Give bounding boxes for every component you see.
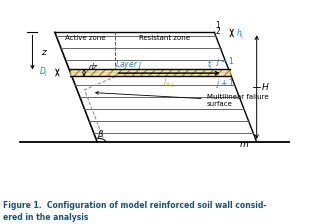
Text: $h_j$: $h_j$ [236, 28, 244, 41]
Text: H: H [262, 83, 268, 92]
Text: Figure 1.  Configuration of model reinforced soil wall consid-
ered in the analy: Figure 1. Configuration of model reinfor… [3, 201, 267, 222]
Text: $j-1$: $j-1$ [215, 55, 234, 68]
Text: $\beta$: $\beta$ [97, 128, 104, 141]
Text: m: m [239, 140, 248, 149]
Polygon shape [70, 69, 230, 76]
Text: Resistant zone: Resistant zone [139, 35, 190, 41]
Text: $j+1$: $j+1$ [215, 77, 234, 90]
Text: dz: dz [89, 63, 98, 72]
Text: 2: 2 [215, 27, 220, 36]
Text: Layer $j$: Layer $j$ [115, 58, 143, 71]
Text: Multilinear failure
surface: Multilinear failure surface [96, 91, 268, 107]
Text: 1: 1 [215, 21, 220, 30]
Text: Active zone: Active zone [65, 35, 105, 41]
Text: $l_{a,j}$: $l_{a,j}$ [163, 76, 175, 90]
Text: $D_j$: $D_j$ [39, 66, 48, 79]
Text: z: z [41, 48, 46, 57]
Text: $t_j$: $t_j$ [207, 59, 213, 72]
